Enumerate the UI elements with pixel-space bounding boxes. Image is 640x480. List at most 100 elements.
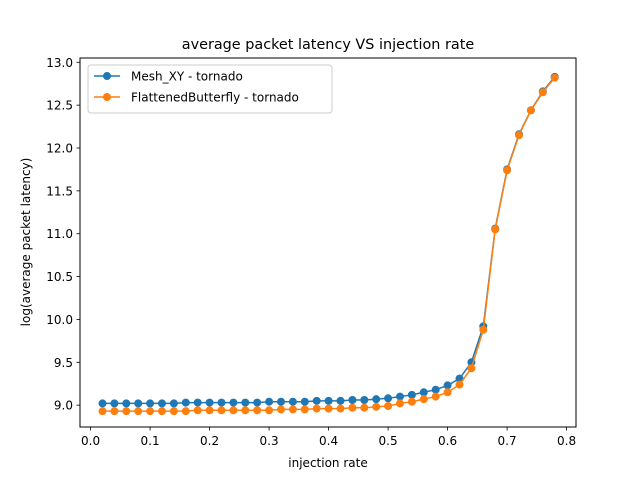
legend-marker-1 (103, 93, 111, 101)
series-0-point (181, 398, 190, 407)
series-1-point (253, 406, 262, 415)
series-1-point (288, 405, 297, 414)
x-tick-label: 0.2 (200, 434, 219, 448)
y-tick-label: 10.5 (46, 270, 73, 284)
series-1-point (134, 407, 143, 416)
series-1-point (276, 405, 285, 414)
y-axis-ticks: 9.0 9.5 10.0 10.5 11.0 11.5 12.0 12.5 13.0 (46, 56, 80, 413)
series-0-point (229, 398, 238, 407)
legend: Mesh_XY - tornado FlattenedButterfly - to… (87, 64, 333, 114)
x-axis-ticks: 0.0 0.1 0.2 0.3 0.4 0.5 0.6 0.7 0.8 (81, 427, 576, 448)
series-0-point (265, 397, 274, 406)
series-0-point (276, 397, 285, 406)
x-tick-label: 0.7 (498, 434, 517, 448)
series-0-point (288, 397, 297, 406)
series-0-point (146, 399, 155, 408)
series-1-point (241, 406, 250, 415)
series-1-point (348, 403, 357, 412)
series-1-point (467, 364, 476, 373)
series-1-point (110, 407, 119, 416)
series-1-point (98, 407, 107, 416)
series-1-point (395, 399, 404, 408)
series-1-point (407, 397, 416, 406)
legend-box (87, 64, 333, 114)
series-0-point (300, 397, 309, 406)
y-tick-label: 9.5 (54, 356, 73, 370)
y-axis-label: log(average packet latency) (19, 158, 33, 327)
series-0-point (169, 399, 178, 408)
series-0-point (336, 396, 345, 405)
x-tick-label: 0.4 (319, 434, 338, 448)
series-0-point (395, 392, 404, 401)
series-0-point (241, 398, 250, 407)
series-0-point (193, 398, 202, 407)
series-1-point (169, 407, 178, 416)
series-0-point (407, 390, 416, 399)
x-tick-label: 0.6 (438, 434, 457, 448)
series-1-point (431, 392, 440, 401)
series-1-point (146, 407, 155, 416)
series-0-point (98, 399, 107, 408)
series-1-point (157, 407, 166, 416)
x-tick-label: 0.0 (81, 434, 100, 448)
series-0-point (110, 399, 119, 408)
y-tick-label: 9.0 (54, 399, 73, 413)
plot-frame (79, 57, 577, 428)
series-0-point (419, 388, 428, 397)
legend-marker-0 (103, 72, 111, 80)
series-0-point (431, 385, 440, 394)
series-1-point (443, 388, 452, 397)
series-1-point (455, 380, 464, 389)
series-0-point (157, 399, 166, 408)
series-0-point (312, 396, 321, 405)
series-0-point (360, 396, 369, 404)
y-tick-label: 10.0 (46, 313, 73, 327)
series-0-point (324, 396, 333, 405)
series-1-point (324, 404, 333, 413)
series-0-point (384, 394, 393, 403)
legend-label-0: Mesh_XY - tornado (131, 70, 243, 84)
y-tick-label: 11.5 (46, 184, 73, 198)
series-1-point (336, 404, 345, 413)
y-tick-label: 12.5 (46, 99, 73, 113)
x-tick-label: 0.3 (260, 434, 279, 448)
series-1-point (384, 402, 393, 410)
series-1-point (193, 406, 202, 415)
series-1-point (300, 405, 309, 414)
series-1-point (503, 166, 512, 175)
series-1-point (217, 406, 226, 415)
legend-label-1: FlattenedButterfly - tornado (131, 91, 299, 105)
series-1-point (205, 406, 214, 415)
series-1-point (181, 407, 190, 416)
series-1-point (372, 402, 381, 411)
series-0-point (134, 399, 143, 408)
x-axis-label: injection rate (288, 456, 367, 470)
series-1-point (229, 406, 238, 415)
series-0-point (443, 381, 452, 390)
series-1-point (514, 131, 523, 140)
series-layer (98, 72, 559, 416)
series-0-point (253, 398, 262, 407)
series-1-point (360, 403, 369, 412)
series-1-point (491, 225, 500, 234)
series-1-point (526, 106, 535, 115)
series-0-point (372, 395, 381, 404)
y-tick-label: 12.0 (46, 142, 73, 156)
series-1-point (312, 404, 321, 413)
series-0-point (205, 398, 214, 407)
series-1-point (419, 395, 428, 404)
series-1-point (265, 406, 274, 415)
series-1-point (538, 88, 547, 97)
series-1-point (122, 407, 131, 416)
series-0-point (217, 398, 226, 407)
chart-title: average packet latency VS injection rate (182, 37, 475, 53)
series-0-point (122, 399, 131, 408)
x-tick-label: 0.8 (557, 434, 576, 448)
series-1-point (479, 325, 488, 334)
x-tick-label: 0.1 (141, 434, 160, 448)
y-tick-label: 13.0 (46, 56, 73, 70)
x-tick-label: 0.5 (379, 434, 398, 448)
series-0-point (348, 396, 357, 404)
series-1-point (550, 73, 559, 82)
